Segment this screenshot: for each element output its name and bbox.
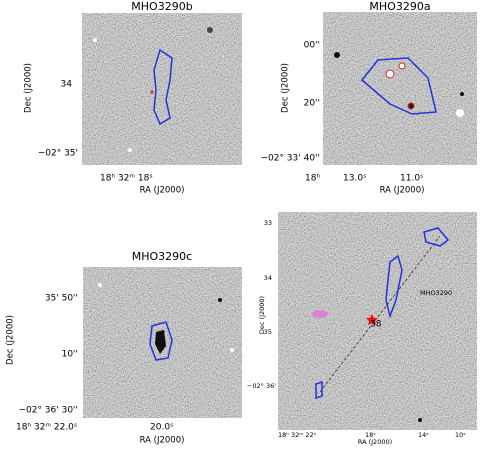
annotation: MHO3290 bbox=[420, 289, 452, 297]
y-tick-label: −02° 36' 30'' bbox=[18, 406, 78, 416]
x-axis-label: RA (J2000) bbox=[140, 436, 185, 446]
y-tick-label: 00'' bbox=[304, 41, 320, 51]
y-tick-label: 10'' bbox=[62, 350, 78, 360]
x-tick-label: 14ˢ bbox=[418, 431, 429, 439]
x-tick-label: 13.0ˢ bbox=[343, 174, 366, 184]
y-axis-label: Dec (J2000) bbox=[24, 63, 34, 113]
annotation: 38 bbox=[370, 320, 382, 330]
x-axis-label: RA (J2000) bbox=[380, 186, 425, 196]
y-axis-label: Dec (J2000) bbox=[281, 63, 291, 113]
x-tick-label: 18ʰ 32ᵐ 18ˢ bbox=[100, 174, 153, 184]
x-axis-label: RA (J2000) bbox=[140, 186, 185, 196]
y-axis-label: Dec (J2000) bbox=[6, 315, 16, 365]
x-tick-label: 18ˢ bbox=[365, 431, 376, 439]
panel-b-image bbox=[81, 12, 243, 166]
x-axis-label: RA (J2000) bbox=[358, 438, 392, 446]
y-tick-label: −02° 36' bbox=[247, 382, 276, 390]
y-tick-label: 20'' bbox=[304, 99, 320, 109]
y-tick-label: 33 bbox=[264, 219, 272, 227]
x-tick-label: 11.0ˢ bbox=[400, 174, 423, 184]
overview-image bbox=[277, 211, 478, 431]
y-tick-label: 34 bbox=[264, 274, 272, 282]
y-axis-label: Dec (J2000) bbox=[258, 296, 266, 334]
y-tick-label: 35' 50'' bbox=[45, 294, 78, 304]
x-tick-label: 18ʰ bbox=[305, 174, 320, 184]
panel-title: MHO3290a bbox=[369, 0, 430, 13]
y-tick-label: −02° 35' bbox=[38, 149, 78, 159]
panel-c-image bbox=[82, 266, 243, 419]
panel-title: MHO3290c bbox=[132, 250, 192, 263]
x-tick-label: 10ˢ bbox=[455, 431, 466, 439]
panel-a-image bbox=[322, 11, 478, 166]
y-tick-label: 34 bbox=[61, 80, 73, 90]
y-tick-label: −02° 33' 40'' bbox=[260, 154, 320, 164]
x-tick-label: 20.0ˢ bbox=[150, 423, 173, 433]
x-tick-label: 18ʰ 32ᵐ 22ˢ bbox=[278, 431, 317, 439]
panel-title: MHO3290b bbox=[131, 0, 192, 13]
y-tick-label: 35 bbox=[264, 328, 272, 336]
x-tick-label: 18ʰ 32ᵐ 22.0ˢ bbox=[16, 423, 77, 433]
